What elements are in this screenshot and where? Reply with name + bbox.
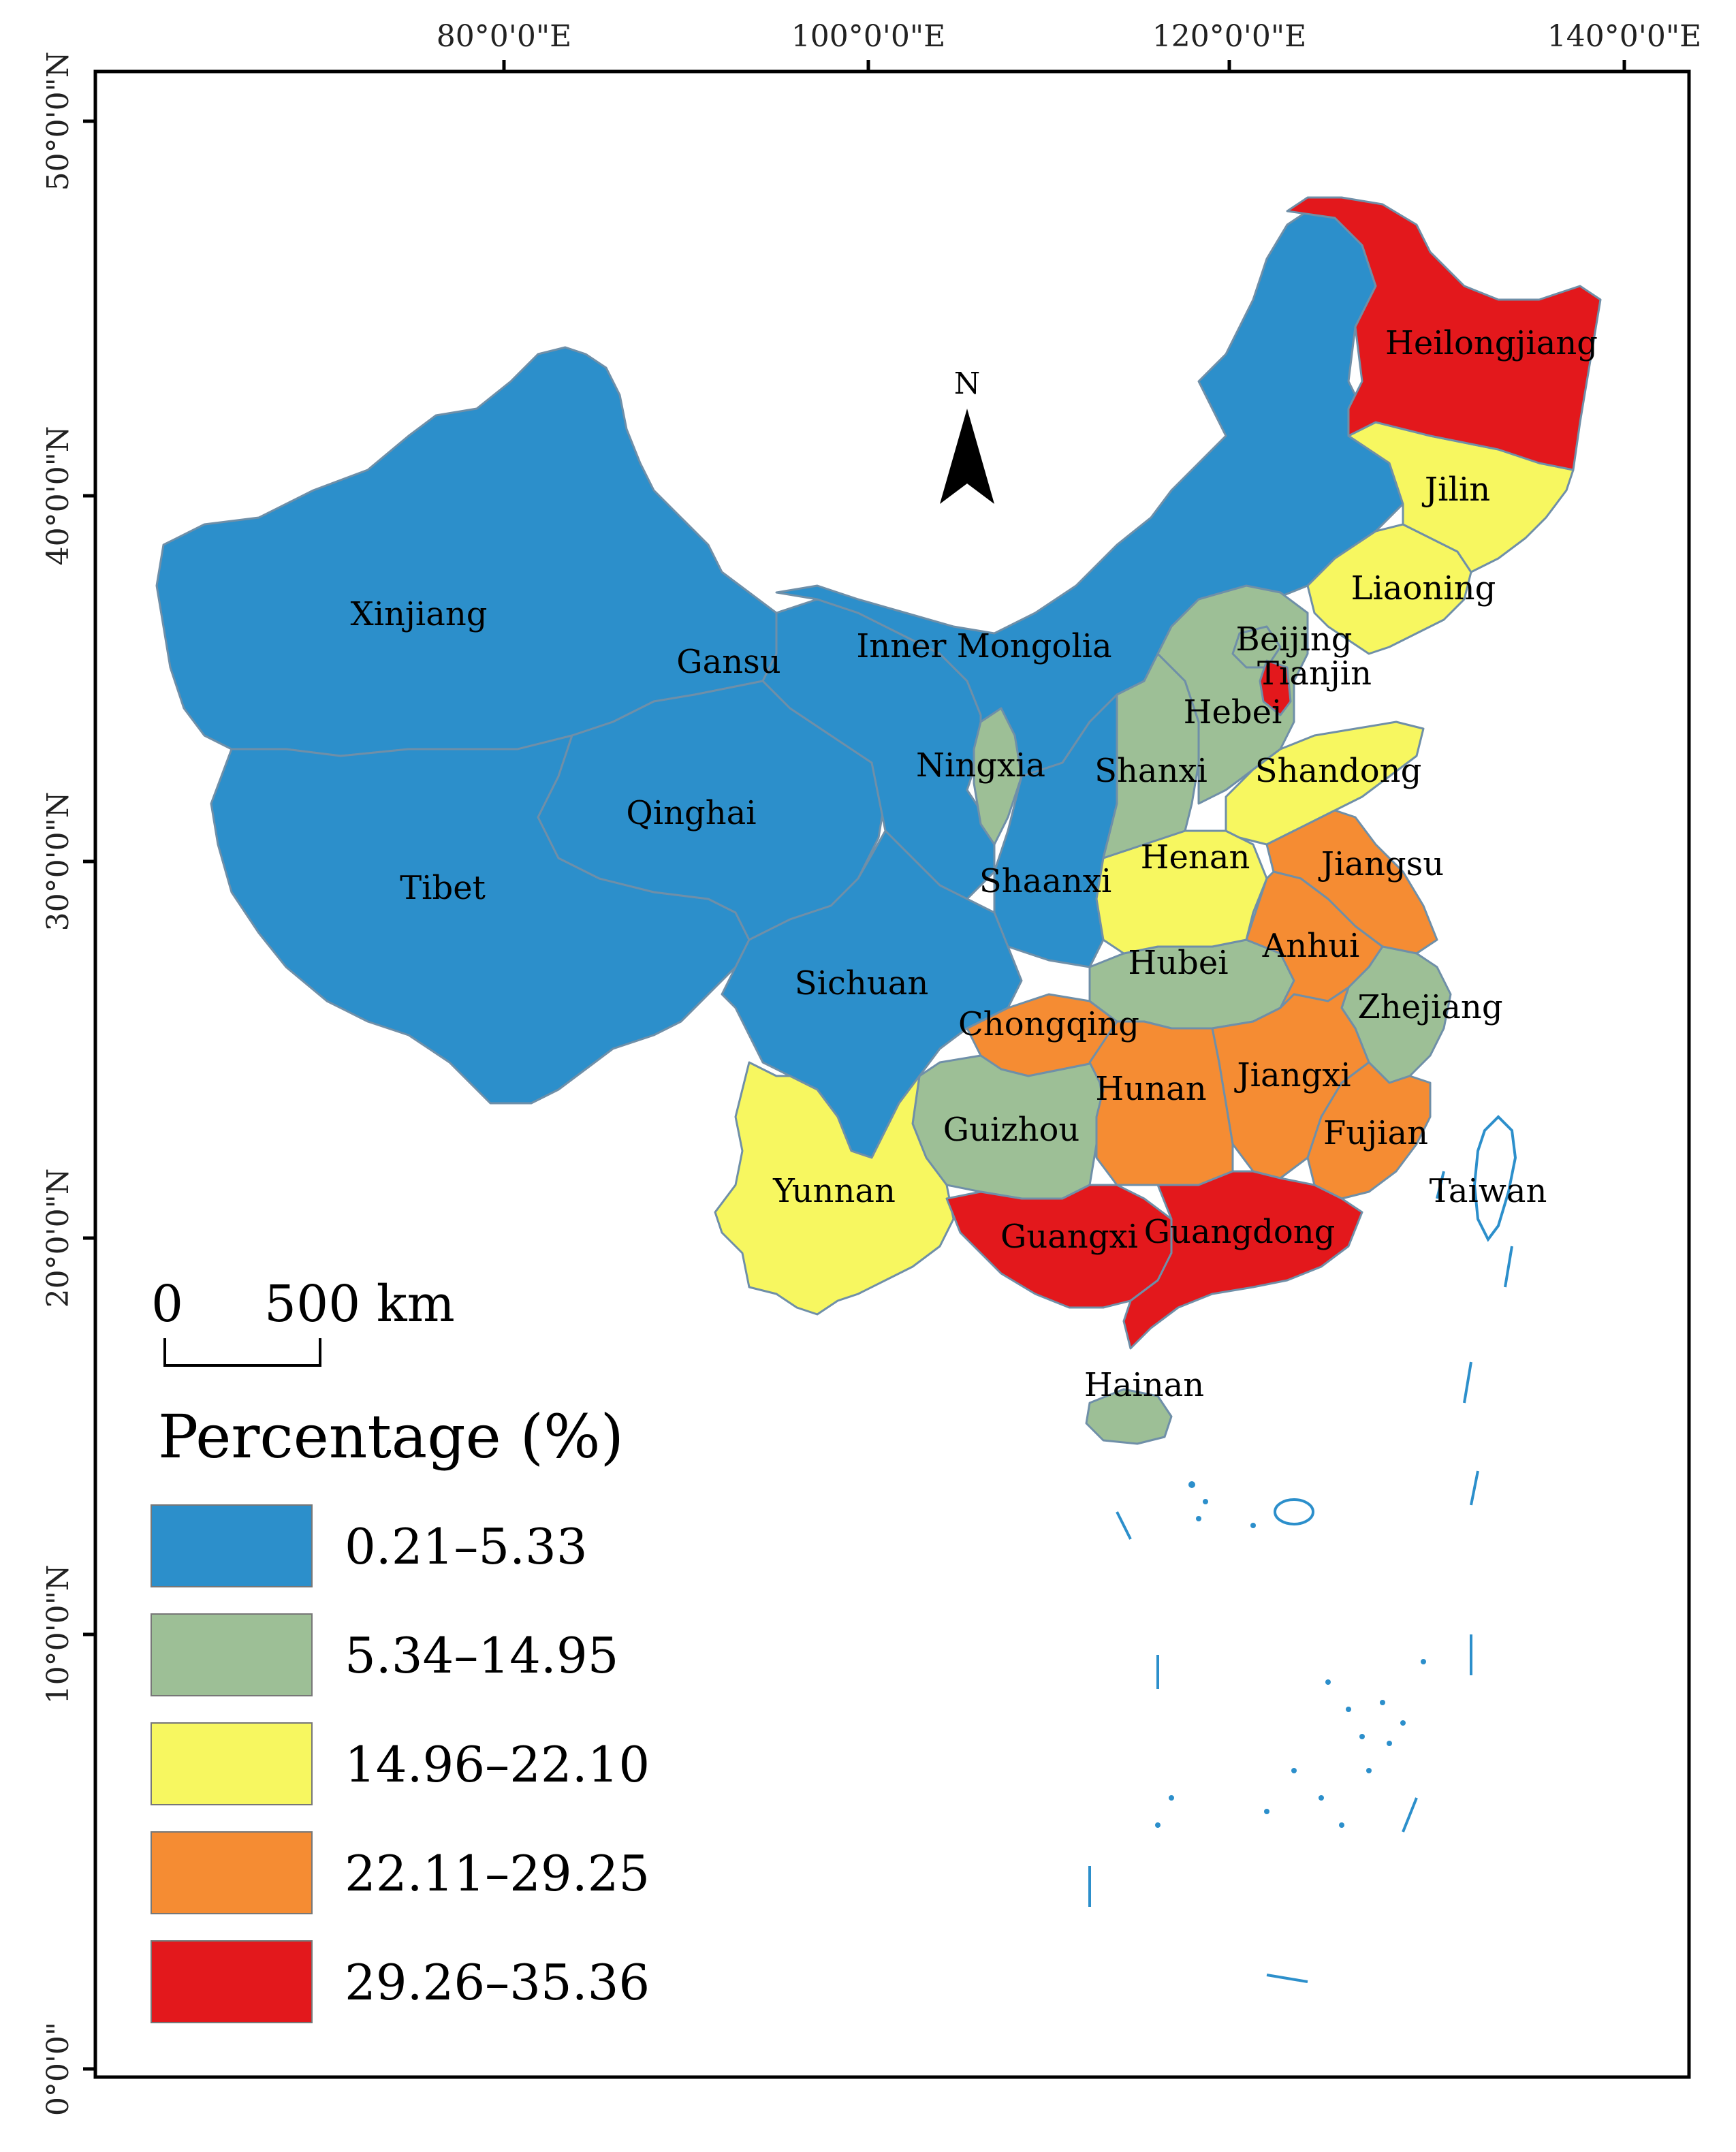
scale-bar: 0 500 km [151,1275,455,1367]
province-label-tibet: Tibet [400,869,486,907]
province-shape-liaoning[interactable] [1306,523,1472,655]
province-shape-sichuan[interactable] [721,829,1023,1159]
province-label-liaoning: Liaoning [1351,569,1496,607]
scale-start-label: 0 [151,1275,183,1333]
province-label-qinghai: Qinghai [626,794,756,832]
province-label-sichuan: Sichuan [795,964,928,1002]
south-china-sea-islands [1088,1171,1513,1983]
province-label-guizhou: Guizhou [943,1111,1080,1149]
province-shape-heilongjiang[interactable] [1286,196,1602,471]
province-label-shaanxi: Shaanxi [979,862,1111,900]
legend-range-label: 0.21–5.33 [345,1518,588,1575]
province-shapes [155,196,1602,1445]
graticule-ticks [83,60,1626,2071]
legend-items: 0.21–5.33 5.34–14.95 14.96–22.10 22.11–29.2… [151,1504,650,2023]
province-label-anhui: Anhui [1262,927,1360,965]
province-label-hubei: Hubei [1128,944,1228,982]
north-arrow-label: N [954,366,981,401]
province-shape-xinjiang[interactable] [155,346,778,757]
legend-swatch [151,1613,313,1696]
province-label-hainan: Hainan [1084,1366,1204,1404]
scale-bar-line [163,1338,321,1367]
province-label-shandong: Shandong [1255,752,1422,790]
lon-label: 80°0'0"E [437,19,571,54]
province-shape-yunnan[interactable] [714,1061,955,1316]
legend-swatch [151,1504,313,1587]
province-shape-ningxia[interactable] [973,707,1023,846]
lat-label: 30°0'0"N [41,792,76,932]
map-frame [93,69,1691,2079]
province-label-hebei: Hebei [1184,693,1282,731]
latitude-labels: 50°0'0"N 40°0'0"N 30°0'0"N 20°0'0"N 10°0… [41,52,76,2117]
province-shape-guangdong[interactable] [1122,1170,1363,1350]
province-label-jilin: Jilin [1421,471,1490,509]
lon-label: 120°0'0"E [1152,19,1306,54]
province-label-ningxia: Ningxia [916,746,1045,785]
legend-swatch [151,1831,313,1914]
province-shape-fujian[interactable] [1306,1061,1432,1200]
lat-label: 0°0'0" [41,2022,76,2116]
lon-label: 100°0'0"E [791,19,945,54]
province-label-shanxi: Shanxi [1094,752,1208,790]
scale-end-label: 500 km [264,1275,455,1333]
province-label-guangdong: Guangdong [1144,1213,1336,1251]
legend-range-label: 14.96–22.10 [345,1736,650,1793]
province-label-chongqing: Chongqing [958,1005,1139,1043]
province-label-jiangxi: Jiangxi [1233,1056,1351,1094]
province-label-yunnan: Yunnan [772,1172,896,1210]
province-label-henan: Henan [1141,838,1250,876]
province-label-taiwan: Taiwan [1430,1172,1547,1210]
province-shape-taiwan[interactable] [1472,1115,1517,1242]
province-shape-hainan[interactable] [1085,1388,1173,1445]
lat-label: 50°0'0"N [41,52,76,191]
legend-swatch [151,1722,313,1805]
island-dots [1155,1481,1426,1828]
province-shape-tianjin[interactable] [1259,659,1292,716]
province-label-inner-mongolia: Inner Mongolia [856,627,1111,665]
province-label-hunan: Hunan [1095,1070,1206,1108]
legend-range-label: 29.26–35.36 [345,1954,650,2011]
province-labels: HeilongjiangJilinLiaoningBeijingTianjinH… [351,324,1598,1404]
province-label-gansu: Gansu [676,643,780,681]
province-label-jiangsu: Jiangsu [1318,845,1444,883]
legend-title: Percentage (%) [158,1402,624,1472]
province-label-tianjin: Tianjin [1257,654,1372,693]
province-label-guangxi: Guangxi [1000,1218,1138,1256]
province-label-fujian: Fujian [1323,1114,1428,1152]
province-shape-tibet[interactable] [210,734,751,1105]
legend-swatch [151,1940,313,2023]
legend-range-label: 5.34–14.95 [345,1627,618,1684]
province-label-beijing: Beijing [1236,620,1353,659]
province-label-zhejiang: Zhejiang [1357,988,1502,1026]
province-shape-shandong[interactable] [1225,721,1425,846]
lat-label: 20°0'0"N [41,1169,76,1308]
longitude-labels: 80°0'0"E 100°0'0"E 120°0'0"E 140°0'0"E [437,19,1701,54]
province-label-heilongjiang: Heilongjiang [1385,324,1598,362]
province-shape-hunan[interactable] [1088,1020,1234,1186]
lat-label: 10°0'0"N [41,1565,76,1705]
lon-label: 140°0'0"E [1547,19,1701,54]
province-shape-henan[interactable] [1095,829,1268,955]
north-arrow: N [940,366,994,504]
province-label-xinjiang: Xinjiang [351,595,488,633]
legend-range-label: 22.11–29.25 [345,1845,650,1902]
north-arrow-icon [940,409,994,504]
legend: Percentage (%) 0.21–5.33 5.34–14.95 14.96–… [151,1402,650,2023]
lat-label: 40°0'0"N [41,426,76,566]
